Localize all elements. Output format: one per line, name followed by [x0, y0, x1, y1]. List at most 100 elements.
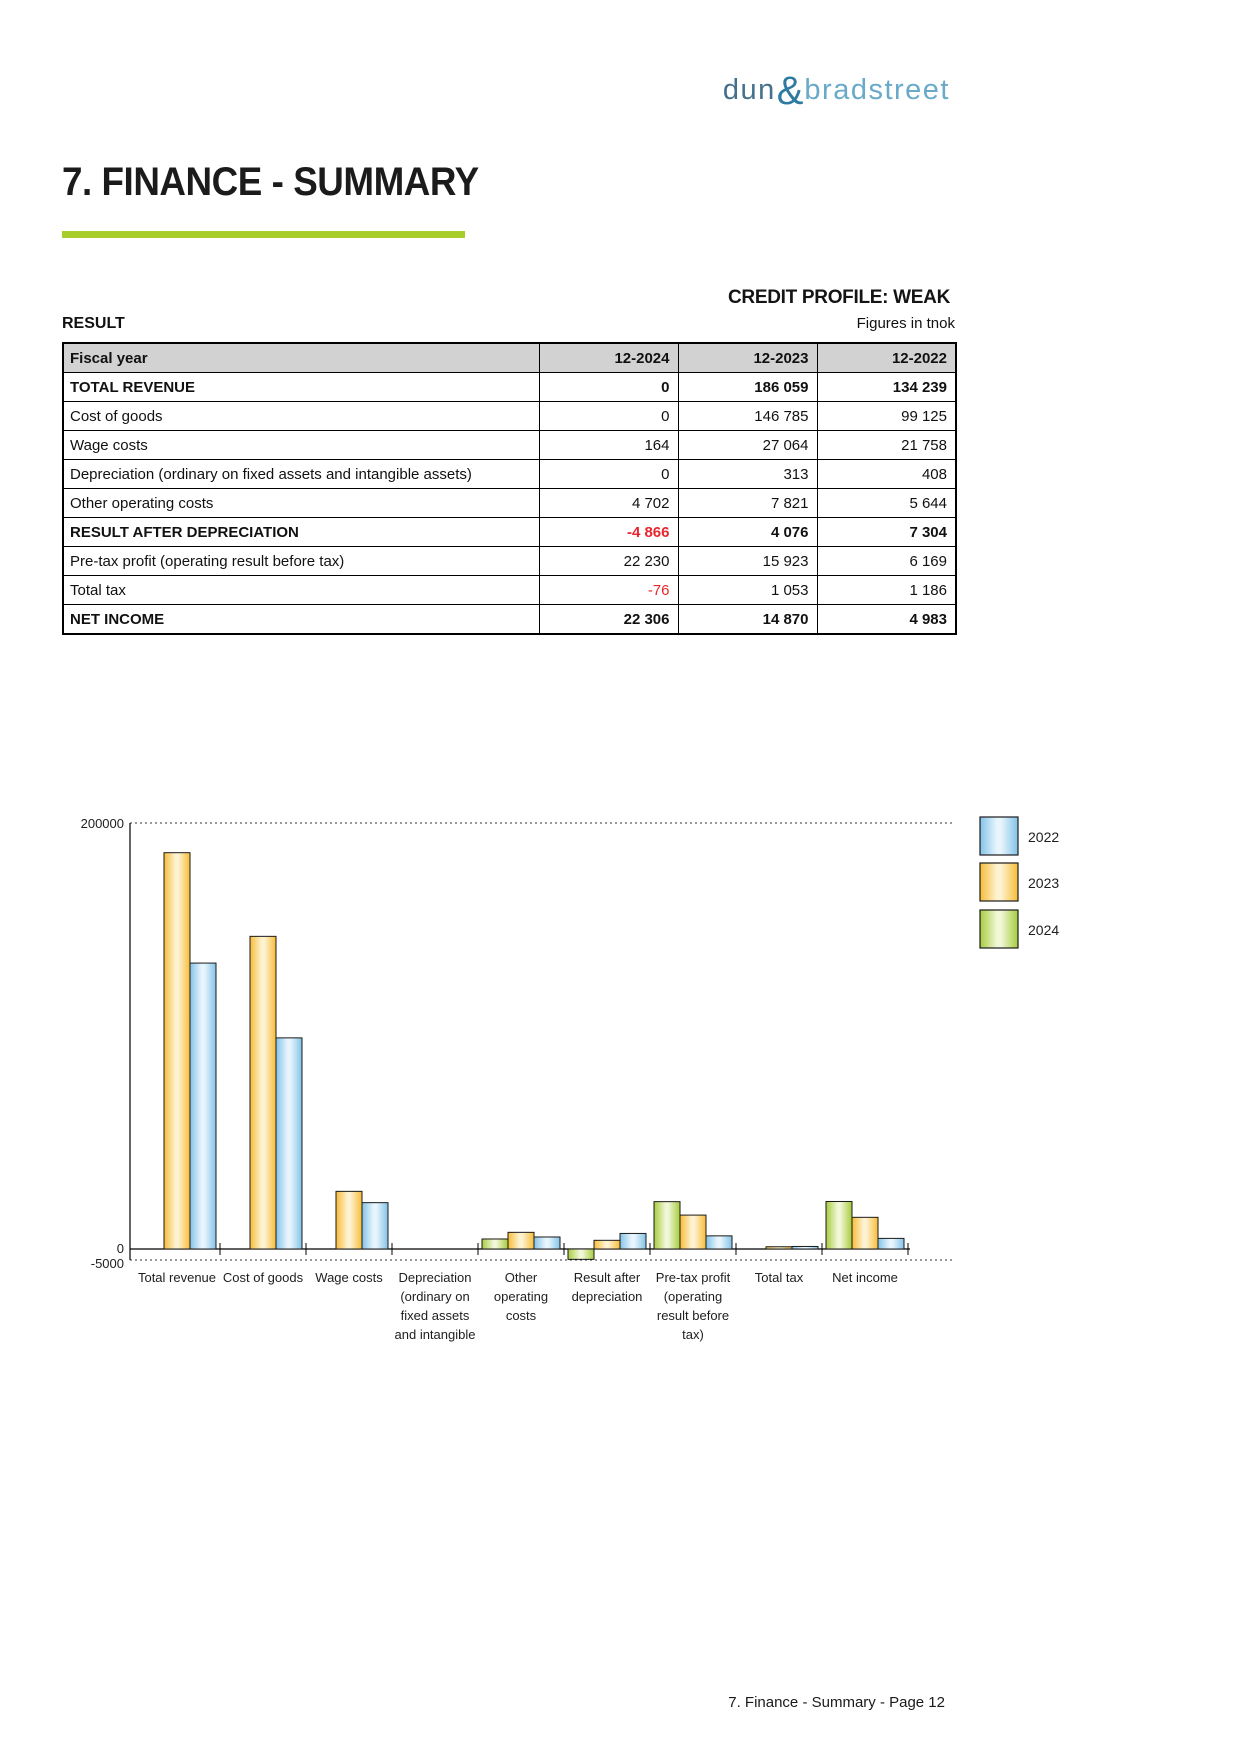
bar-2022-total-tax [791, 1245, 819, 1250]
value-cell: 22 306 [538, 604, 679, 635]
value-cell: 164 [538, 430, 679, 460]
bar-2022-pre-tax-profit-(operating-result-before-tax) [705, 1235, 733, 1250]
table-row: Other operating costs 4 702 7 821 5 644 [62, 488, 957, 518]
bar-2022-result-after-depreciation [619, 1232, 647, 1250]
result-table: Fiscal year 12-2024 12-2023 12-2022 TOTAL RE… [62, 342, 957, 635]
value-cell: 1 053 [677, 575, 818, 605]
value-cell: -4 866 [538, 517, 679, 547]
value-cell: 7 304 [816, 517, 957, 547]
value-cell: 313 [677, 459, 818, 489]
value-cell: 12-2023 [677, 342, 818, 373]
value-cell: 27 064 [677, 430, 818, 460]
bar-2022-other-operating-costs [533, 1236, 561, 1250]
value-cell: 0 [538, 459, 679, 489]
x-category-label: Other operating costs [494, 1270, 548, 1323]
table-header-row: Fiscal year 12-2024 12-2023 12-2022 [62, 342, 957, 373]
figures-unit-note: Figures in tnok [856, 315, 955, 332]
x-category-label: Cost of goods [223, 1270, 304, 1285]
page-title: 7. FINANCE - SUMMARY [62, 160, 479, 204]
bar-2023-wage-costs [335, 1190, 363, 1250]
row-label-cell: Other operating costs [62, 488, 540, 518]
value-cell: 1 186 [816, 575, 957, 605]
bar-2022-wage-costs [361, 1202, 389, 1250]
x-category-label: Depreciation (ordinary on fixed assets and … [395, 1270, 476, 1342]
page-footer: 7. Finance - Summary - Page 12 [728, 1694, 945, 1711]
value-cell: 7 821 [677, 488, 818, 518]
row-label-cell: Wage costs [62, 430, 540, 460]
value-cell: 134 239 [816, 372, 957, 402]
value-cell: -76 [538, 575, 679, 605]
value-cell: 22 230 [538, 546, 679, 576]
bar-2022-total-revenue [189, 962, 217, 1250]
section-label: RESULT [62, 315, 125, 332]
row-label-cell: TOTAL REVENUE [62, 372, 540, 402]
bar-2023-pre-tax-profit-(operating-result-before-tax) [679, 1214, 707, 1250]
row-label-cell: Pre-tax profit (operating result before … [62, 546, 540, 576]
bar-2024-net-income [825, 1200, 853, 1250]
bar-2024-other-operating-costs [481, 1238, 509, 1250]
legend-label-2022: 2022 [1028, 829, 1059, 845]
table-row: Cost of goods 0 146 785 99 125 [62, 401, 957, 431]
value-cell: 186 059 [677, 372, 818, 402]
credit-profile-heading: CREDIT PROFILE: WEAK [728, 287, 950, 308]
x-category-label: Total revenue [138, 1270, 216, 1285]
bar-2023-result-after-depreciation [593, 1239, 621, 1250]
dnb-logo: dun&bradstreet [723, 70, 950, 115]
row-label-cell: NET INCOME [62, 604, 540, 635]
value-cell: 15 923 [677, 546, 818, 576]
x-category-label: Wage costs [315, 1270, 383, 1285]
table-row: RESULT AFTER DEPRECIATION -4 866 4 076 7 30… [62, 517, 957, 547]
table-row: NET INCOME 22 306 14 870 4 983 [62, 604, 957, 635]
y-tick-minus5000: -5000 [91, 1256, 124, 1271]
bar-2023-total-revenue [163, 852, 191, 1250]
legend-label-2024: 2024 [1028, 922, 1059, 938]
value-cell: 4 983 [816, 604, 957, 635]
row-label-cell: Total tax [62, 575, 540, 605]
logo-ampersand-icon: & [776, 69, 804, 113]
finance-bar-chart: 200000 0-5000 Total revenue Cost of goods Wa… [81, 816, 1060, 1342]
legend-label-2023: 2023 [1028, 875, 1059, 891]
row-label-cell: Cost of goods [62, 401, 540, 431]
value-cell: 4 076 [677, 517, 818, 547]
bar-2024-pre-tax-profit-(operating-result-before-tax) [653, 1201, 681, 1250]
row-label-cell: RESULT AFTER DEPRECIATION [62, 517, 540, 547]
value-cell: 21 758 [816, 430, 957, 460]
legend-swatch-2022 [979, 816, 1019, 856]
table-row: Total tax -76 1 053 1 186 [62, 575, 957, 605]
bar-2022-net-income [877, 1237, 905, 1250]
bar-2022-cost-of-goods [275, 1037, 303, 1250]
value-cell: 99 125 [816, 401, 957, 431]
value-cell: 4 702 [538, 488, 679, 518]
result-heading-row: RESULT Figures in tnok [62, 315, 955, 333]
title-accent-bar [62, 231, 465, 238]
table-row: Wage costs 164 27 064 21 758 [62, 430, 957, 460]
row-label-cell: Fiscal year [62, 342, 540, 373]
x-category-label: Pre-tax profit (operating result before tax… [656, 1270, 731, 1342]
value-cell: 146 785 [677, 401, 818, 431]
bar-2023-total-tax [765, 1246, 793, 1250]
value-cell: 12-2024 [538, 342, 679, 373]
legend-swatch-2023 [979, 862, 1019, 902]
value-cell: 0 [538, 372, 679, 402]
value-cell: 6 169 [816, 546, 957, 576]
x-category-label: Total tax [755, 1270, 804, 1285]
table-row: Pre-tax profit (operating result before … [62, 546, 957, 576]
logo-text-dun: dun [722, 74, 776, 106]
logo-text-bradstreet: bradstreet [804, 74, 950, 106]
bar-2023-net-income [851, 1216, 879, 1250]
value-cell: 14 870 [677, 604, 818, 635]
bar-2023-cost-of-goods [249, 935, 277, 1250]
y-tick-0: 0 [117, 1241, 124, 1256]
value-cell: 5 644 [816, 488, 957, 518]
y-tick-200000: 200000 [81, 816, 124, 831]
value-cell: 408 [816, 459, 957, 489]
bar-2024-result-after-depreciation [567, 1248, 595, 1260]
legend-swatch-2024 [979, 909, 1019, 949]
row-label-cell: Depreciation (ordinary on fixed assets a… [62, 459, 540, 489]
table-row: TOTAL REVENUE 0 186 059 134 239 [62, 372, 957, 402]
table-row: Depreciation (ordinary on fixed assets a… [62, 459, 957, 489]
x-category-label: Net income [832, 1270, 898, 1285]
value-cell: 0 [538, 401, 679, 431]
finance-chart-area: 200000 0 -5000 Total revenue Cost of goods Wa… [60, 710, 1120, 1370]
